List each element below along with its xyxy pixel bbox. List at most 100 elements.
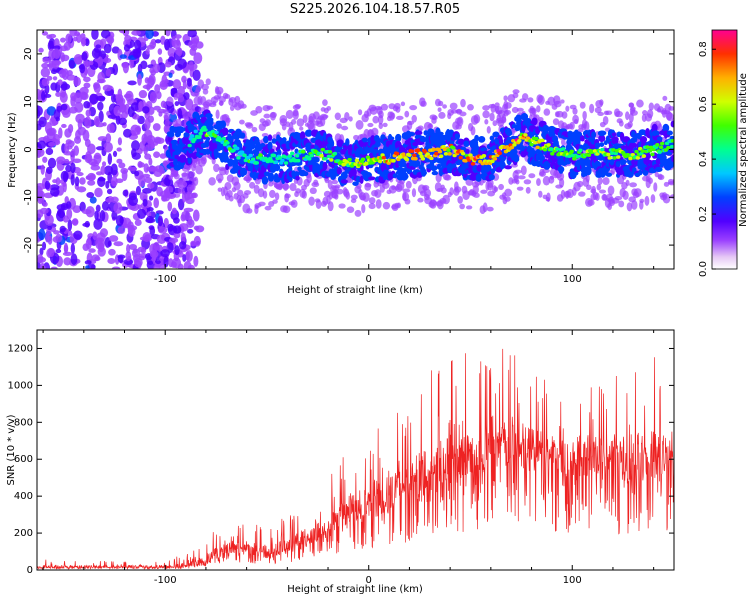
spectrogram-cell	[116, 147, 122, 152]
spectrogram-ridge-cell	[546, 143, 551, 147]
spectrogram-cell	[110, 163, 118, 176]
colorbar-tick-label: 0.4	[698, 151, 709, 167]
spectrogram-cell	[182, 79, 187, 90]
spectrogram-cell	[142, 106, 150, 114]
spectrogram-ridge-cell	[242, 153, 247, 158]
spectrogram-cell	[205, 112, 213, 119]
spectrogram-cell	[269, 189, 276, 199]
spectrogram-cell	[107, 240, 112, 247]
spectrogram-cell	[152, 63, 161, 74]
spectrogram-cell	[60, 103, 68, 111]
spectrogram-cell	[97, 71, 105, 84]
spectrogram-cell	[192, 69, 201, 81]
spectrogram-cell	[68, 106, 78, 114]
spectrogram-ridge-cell	[412, 153, 417, 158]
spectrogram-cell	[215, 109, 220, 120]
spectrogram-cell	[352, 181, 359, 186]
spectrogram-cell	[412, 159, 421, 167]
spectrogram-cell	[86, 191, 95, 198]
spectrogram-cell	[208, 117, 214, 127]
spectrogram-cell	[178, 154, 187, 163]
spectrogram-cell	[164, 38, 171, 51]
x-tick-label: 100	[563, 575, 582, 586]
spectrogram-cell	[105, 133, 112, 144]
spectrogram-cell	[440, 187, 447, 194]
spectrogram-cell	[121, 169, 128, 182]
spectrogram-cell	[585, 173, 590, 183]
spectrogram-cell	[473, 192, 480, 198]
spectrogram-ridge-cell	[657, 150, 662, 154]
spectrogram-cell	[400, 101, 406, 107]
spectrogram-cell	[224, 182, 232, 191]
spectrogram-cell	[512, 89, 520, 94]
spectrogram-ridge-cell	[187, 143, 192, 148]
spectrogram-cell	[208, 177, 216, 186]
x-tick-label: -100	[154, 274, 177, 285]
spectrogram-cell	[131, 30, 142, 36]
spectrogram-cell	[537, 117, 544, 122]
spectrogram-ridge-cell	[512, 142, 517, 147]
spectrogram-cell	[498, 138, 504, 145]
spectrogram-cell	[327, 201, 334, 212]
spectrogram-cell	[162, 109, 170, 114]
colorbar-ticks: 0.0 0.2 0.4 0.6 0.8	[698, 41, 716, 277]
spectrogram-cell	[85, 238, 92, 250]
spectrogram-cell	[168, 175, 174, 180]
spectrogram-cell	[144, 176, 153, 184]
spectrogram-cell	[267, 141, 273, 151]
spectrogram-cell	[147, 138, 155, 151]
spectrogram-cell	[436, 131, 444, 136]
spectrogram-cell	[378, 110, 384, 119]
spectrogram-cell	[560, 189, 566, 200]
spectrogram-cell	[257, 188, 265, 198]
spectrogram-cell	[387, 136, 395, 141]
spectrogram-cell	[98, 242, 105, 253]
spectrogram-cell	[47, 248, 55, 258]
spectrogram-cell	[382, 122, 388, 128]
spectrogram-cell	[128, 195, 139, 206]
spectrogram-cell	[411, 188, 417, 198]
spectrogram-cell	[569, 121, 575, 130]
spectrogram-cell	[208, 102, 217, 108]
spectrogram-y-ticks: -20 -10 0 10 20	[23, 48, 674, 253]
spectrogram-cell	[157, 226, 168, 234]
spectrogram-cell	[605, 110, 613, 115]
spectrogram-cell	[578, 191, 586, 197]
spectrogram-cell	[375, 199, 382, 209]
spectrogram-cell	[62, 171, 69, 183]
spectrogram-cell	[345, 191, 351, 200]
spectrogram-ridge-cell	[192, 137, 197, 142]
spectrogram-cell	[185, 250, 193, 262]
x-tick-label: 0	[366, 274, 372, 285]
spectrogram-cell	[546, 192, 551, 202]
spectrogram-ridge-cell	[607, 156, 612, 160]
spectrogram-ridge-cell	[254, 161, 259, 165]
spectrogram-cell	[489, 112, 495, 122]
spectrogram-cell	[117, 137, 123, 146]
spectrogram-cell	[594, 142, 601, 148]
spectrogram-cell	[382, 201, 391, 210]
spectrogram-cell	[48, 48, 56, 61]
spectrogram-cell	[644, 195, 650, 206]
spectrogram-cell	[45, 147, 54, 156]
spectrogram-cell	[83, 76, 91, 83]
spectrogram-cell	[157, 48, 163, 55]
spectrogram-cell	[38, 47, 44, 53]
spectrogram-cell	[536, 178, 541, 186]
spectrogram-cell	[231, 176, 240, 186]
spectrogram-cell	[514, 169, 522, 174]
spectrogram-cell	[627, 121, 633, 128]
spectrogram-ridge-cell	[437, 149, 443, 154]
spectrogram-cell	[508, 177, 514, 185]
spectrogram-cell	[72, 158, 82, 164]
spectrogram-cell	[84, 116, 92, 129]
spectrogram-cell	[183, 207, 194, 213]
spectrogram-cell	[172, 39, 182, 49]
spectrogram-cell	[40, 67, 51, 78]
spectrogram-cell	[404, 198, 411, 205]
spectrogram-cell	[449, 187, 454, 196]
spectrogram-cell	[153, 263, 160, 269]
spectrogram-cell	[192, 209, 200, 222]
spectrogram-cell	[183, 92, 190, 100]
spectrogram-ridge-cell	[670, 139, 674, 143]
